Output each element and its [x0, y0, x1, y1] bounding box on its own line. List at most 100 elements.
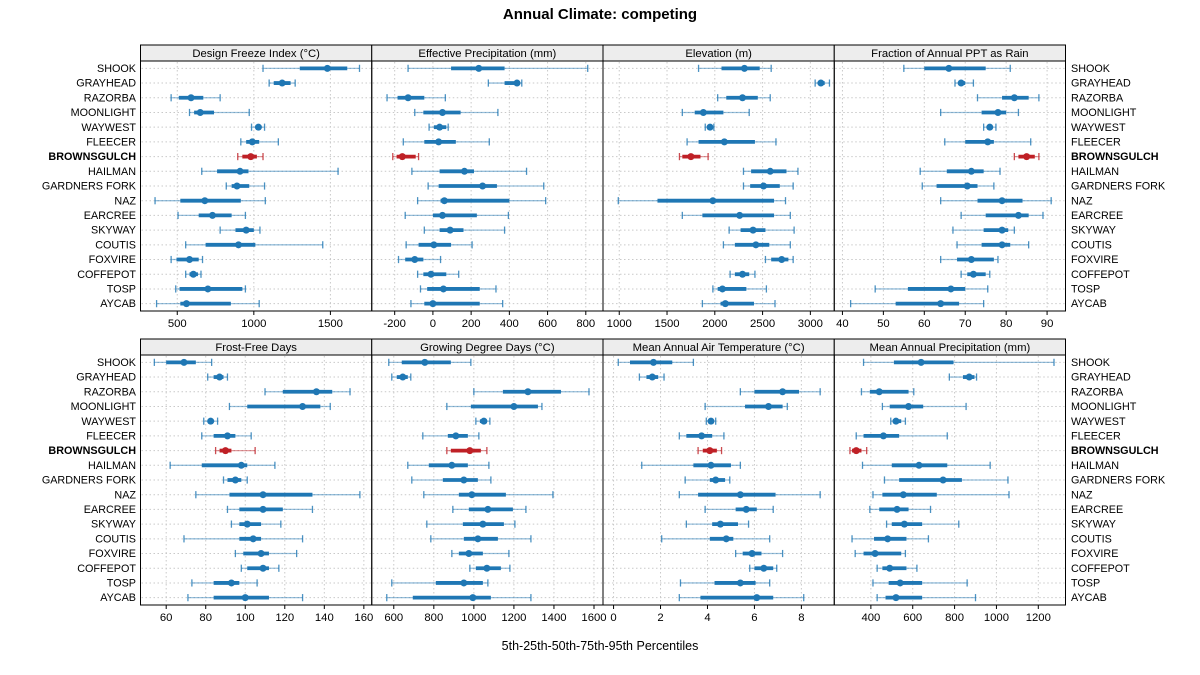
median-dot — [687, 153, 695, 161]
median-dot — [779, 388, 787, 396]
median-dot — [241, 594, 249, 602]
median-dot — [778, 256, 786, 264]
percentile-row — [940, 108, 1020, 117]
median-dot — [510, 402, 518, 410]
percentile-row — [411, 167, 528, 175]
site-label-left: FOXVIRE — [89, 548, 136, 560]
site-label-left: BROWNSGULCH — [48, 445, 136, 457]
median-dot — [817, 79, 825, 87]
median-dot — [259, 491, 267, 499]
panel-mean-annual-air-temperature-c: Mean Annual Air Temperature (°C) 0 2 4 6 8 — [602, 338, 835, 624]
percentile-row — [222, 476, 248, 484]
site-label-right: FOXVIRE — [1071, 548, 1118, 560]
median-dot — [201, 197, 209, 205]
axis-tick-label: 600 — [903, 612, 922, 624]
site-label-left: MOONLIGHT — [71, 401, 137, 413]
percentile-row — [154, 197, 266, 205]
median-dot — [257, 550, 265, 558]
median-dot — [466, 447, 474, 455]
percentile-row — [855, 432, 948, 440]
percentile-row — [175, 285, 247, 293]
axis-tick-label: 120 — [275, 612, 294, 624]
median-dot — [915, 461, 923, 469]
median-dot — [438, 211, 446, 219]
site-label-left: COFFEPOT — [77, 563, 136, 575]
median-dot — [709, 197, 717, 205]
site-label-right: COUTIS — [1071, 239, 1112, 251]
median-dot — [248, 138, 256, 146]
median-dot — [649, 358, 657, 366]
median-dot — [698, 432, 706, 440]
site-label-left: GARDNERS FORK — [42, 475, 137, 487]
site-label-right: COUTIS — [1071, 533, 1112, 545]
site-label-left: FLEECER — [86, 430, 136, 442]
median-dot — [186, 256, 194, 264]
median-dot — [722, 535, 730, 543]
median-dot — [474, 535, 482, 543]
median-dot — [899, 491, 907, 499]
median-dot — [753, 594, 761, 602]
median-dot — [398, 153, 406, 161]
panel-strip-title: Fraction of Annual PPT as Rain — [871, 48, 1028, 60]
percentile-row — [734, 549, 784, 558]
percentile-row — [956, 241, 1030, 249]
median-dot — [892, 594, 900, 602]
median-dot — [1014, 211, 1022, 219]
percentile-row — [681, 211, 791, 220]
site-label-left: GRAYHEAD — [76, 78, 136, 90]
percentile-row — [728, 226, 795, 234]
axis-tick-label: 1000 — [461, 612, 486, 624]
axis-tick-label: 60 — [918, 318, 931, 330]
site-label-right: WAYWEST — [1071, 122, 1126, 134]
median-dot — [411, 256, 419, 264]
percentile-row — [903, 64, 1011, 72]
site-label-right: SHOOK — [1071, 357, 1111, 369]
percentile-row — [250, 123, 266, 131]
percentile-row — [185, 241, 324, 249]
median-dot — [984, 138, 992, 146]
percentile-row — [475, 417, 491, 425]
median-dot — [712, 476, 720, 484]
percentile-row — [268, 79, 296, 87]
percentile-row — [391, 579, 489, 587]
percentile-row — [678, 491, 821, 499]
median-dot — [998, 197, 1006, 205]
percentile-row — [201, 167, 339, 175]
panel-strip-title: Design Freeze Index (°C) — [192, 48, 320, 60]
axis-tick-label: 3000 — [798, 318, 823, 330]
median-dot — [760, 182, 768, 190]
median-dot — [439, 285, 447, 293]
median-dot — [468, 491, 476, 499]
median-dot — [312, 388, 320, 396]
median-dot — [718, 285, 726, 293]
percentile-row — [617, 358, 695, 366]
median-dot — [216, 373, 224, 381]
median-dot — [721, 300, 729, 308]
median-dot — [917, 358, 925, 366]
site-label-left: TOSP — [107, 578, 136, 590]
site-label-left: GRAYHEAD — [76, 372, 136, 384]
site-label-right: TOSP — [1071, 578, 1100, 590]
median-dot — [739, 270, 747, 278]
median-dot — [180, 358, 188, 366]
axis-tick-label: 1500 — [654, 318, 679, 330]
median-dot — [233, 182, 241, 190]
percentile-row — [982, 123, 997, 131]
percentile-row — [678, 432, 725, 440]
median-dot — [716, 520, 724, 528]
median-dot — [187, 94, 195, 102]
median-dot — [736, 211, 744, 219]
median-dot — [448, 461, 456, 469]
median-dot — [947, 285, 955, 293]
median-dot — [189, 270, 197, 278]
site-label-left: WAYWEST — [81, 122, 136, 134]
percentile-row — [414, 108, 499, 117]
percentile-row — [921, 182, 995, 190]
axis-tick-label: 1000 — [241, 318, 266, 330]
percentile-row — [869, 505, 932, 514]
percentile-row — [849, 300, 985, 308]
site-label-left: TOSP — [107, 284, 136, 296]
median-dot — [939, 476, 947, 484]
axis-tick-label: 2 — [657, 612, 663, 624]
